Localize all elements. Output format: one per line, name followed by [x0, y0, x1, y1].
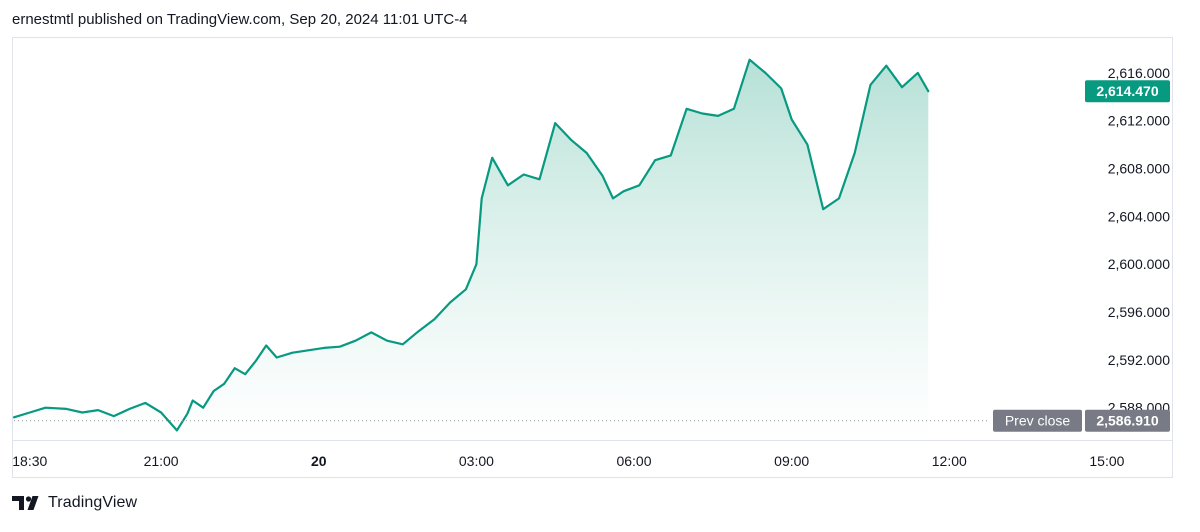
data-point	[749, 59, 751, 61]
data-point	[113, 415, 115, 417]
data-point	[507, 184, 509, 186]
badge-layer: 2,614.470 Prev close 2,586.910	[993, 80, 1170, 432]
published-caption: ernestmtl published on TradingView.com, …	[12, 11, 468, 28]
time-axis[interactable]: 18:30 21:00 20 03:00 06:00 09:00 12:00 15:00	[12, 453, 1124, 469]
data-point	[176, 429, 178, 431]
data-point	[213, 390, 215, 392]
prev-close-price-badge	[1085, 409, 1170, 432]
time-tick-label: 18:30	[12, 453, 47, 469]
prev-close-badge-label: Prev close	[1005, 413, 1071, 429]
data-point	[433, 318, 435, 320]
data-point	[670, 154, 672, 156]
data-point	[339, 346, 341, 348]
data-point	[901, 86, 903, 88]
data-point	[570, 139, 572, 141]
data-point	[717, 115, 719, 117]
data-point	[402, 343, 404, 345]
time-tick-label: 03:00	[459, 453, 494, 469]
time-tick-label: 15:00	[1089, 453, 1124, 469]
price-tick-label: 2,592.000	[1108, 352, 1170, 368]
data-point	[65, 408, 68, 410]
data-point	[234, 367, 236, 369]
data-point	[686, 108, 688, 110]
data-point	[917, 72, 919, 74]
price-axis[interactable]: 2,588.0002,592.0002,596.0002,600.0002,60…	[1108, 65, 1170, 416]
price-tick-label: 2,612.000	[1108, 113, 1170, 129]
tradingview-logo-text: TradingView	[48, 494, 138, 511]
data-point	[192, 399, 194, 402]
chart-frame	[12, 37, 1173, 478]
data-point	[554, 122, 556, 124]
price-tick-label: 2,600.000	[1108, 256, 1170, 272]
data-point	[481, 197, 483, 199]
data-point	[265, 344, 267, 347]
data-point	[129, 408, 131, 410]
data-point	[927, 90, 929, 92]
price-tick-label: 2,596.000	[1108, 304, 1170, 320]
last-price-badge	[1085, 80, 1170, 103]
data-point	[160, 411, 162, 414]
tradingview-logo-icon	[12, 496, 39, 510]
data-point	[386, 340, 388, 342]
time-tick-label: 21:00	[144, 453, 179, 469]
time-tick-label: 12:00	[932, 453, 967, 469]
data-point	[654, 159, 656, 161]
data-point	[81, 411, 83, 414]
data-point	[701, 112, 703, 115]
data-point	[186, 413, 188, 415]
data-point	[97, 409, 99, 411]
data-point	[822, 208, 824, 210]
data-point	[780, 87, 782, 89]
data-point	[612, 197, 614, 199]
data-point	[838, 197, 840, 199]
data-point	[638, 184, 640, 186]
data-point	[622, 190, 625, 192]
data-point	[449, 301, 451, 304]
data-point	[307, 349, 309, 351]
price-tick-label: 2,616.000	[1108, 65, 1170, 81]
prev-close-price-label: 2,586.910	[1096, 413, 1158, 429]
data-point	[586, 152, 588, 154]
data-point	[854, 152, 856, 154]
data-point	[291, 352, 294, 354]
data-point	[223, 383, 225, 385]
data-point	[418, 330, 420, 332]
tradingview-logo[interactable]: TradingView	[12, 491, 137, 515]
prev-close-badge	[993, 409, 1082, 432]
data-point	[465, 288, 467, 290]
data-point	[144, 402, 146, 404]
data-point	[869, 84, 872, 86]
data-point	[491, 157, 493, 159]
data-point	[538, 178, 541, 180]
data-point	[202, 407, 204, 409]
data-point	[255, 360, 257, 362]
data-point	[29, 411, 31, 414]
data-point	[806, 144, 809, 146]
time-tick-label: 06:00	[616, 453, 651, 469]
data-point	[13, 416, 15, 418]
time-tick-label: 09:00	[774, 453, 809, 469]
data-point	[601, 175, 604, 177]
data-point	[791, 118, 793, 121]
data-point	[370, 331, 372, 333]
data-point	[44, 407, 47, 409]
data-point	[354, 340, 357, 342]
data-point	[244, 373, 246, 375]
last-price-label: 2,614.470	[1096, 83, 1158, 99]
data-point	[885, 65, 887, 67]
price-tick-label: 2,604.000	[1108, 208, 1170, 224]
price-tick-label: 2,608.000	[1108, 161, 1170, 177]
area-fill	[14, 59, 929, 440]
time-tick-label: 20	[311, 453, 327, 469]
data-point	[733, 108, 735, 110]
data-point	[475, 263, 477, 265]
area-layer	[12, 58, 930, 440]
data-point	[276, 356, 278, 359]
data-point	[323, 347, 325, 349]
data-point	[764, 72, 767, 74]
data-point	[523, 173, 525, 176]
